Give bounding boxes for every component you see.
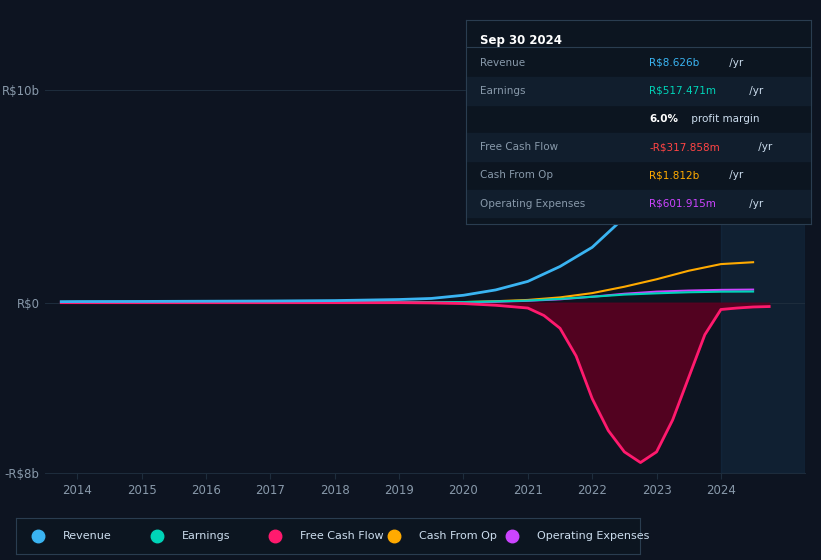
Text: Revenue: Revenue [480,58,525,68]
Text: 6.0%: 6.0% [649,114,678,124]
Text: /yr: /yr [745,199,763,208]
Text: Revenue: Revenue [63,531,112,541]
Bar [721,90,805,473]
Text: Operating Expenses: Operating Expenses [538,531,649,541]
Bar [466,77,811,105]
Text: -R$317.858m: -R$317.858m [649,142,720,152]
Bar [466,133,811,161]
Text: /yr: /yr [727,170,744,180]
Text: Free Cash Flow: Free Cash Flow [300,531,384,541]
Text: /yr: /yr [745,86,763,96]
Text: R$601.915m: R$601.915m [649,199,716,208]
Text: Sep 30 2024: Sep 30 2024 [480,34,562,47]
Text: /yr: /yr [727,58,744,68]
Text: Cash From Op: Cash From Op [419,531,497,541]
Text: R$8.626b: R$8.626b [649,58,699,68]
Text: Free Cash Flow: Free Cash Flow [480,142,558,152]
Text: /yr: /yr [755,142,773,152]
Bar [466,190,811,217]
Text: Operating Expenses: Operating Expenses [480,199,585,208]
Text: Earnings: Earnings [480,86,525,96]
Text: profit margin: profit margin [688,114,759,124]
Text: R$517.471m: R$517.471m [649,86,716,96]
Text: R$1.812b: R$1.812b [649,170,699,180]
Text: Earnings: Earnings [181,531,230,541]
Text: Cash From Op: Cash From Op [480,170,553,180]
